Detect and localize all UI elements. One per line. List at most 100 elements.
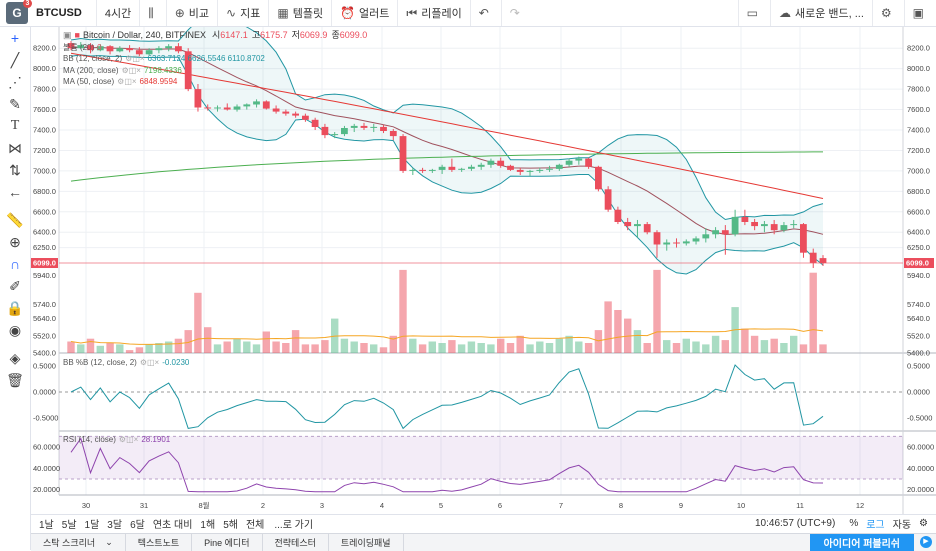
prediction-icon[interactable]: ⇅ <box>9 161 21 178</box>
text-icon[interactable]: T <box>10 118 20 133</box>
range-6m[interactable]: 6달 <box>130 520 145 531</box>
trash-icon[interactable]: 🗑 <box>6 371 24 388</box>
range-1m[interactable]: 1달 <box>84 520 100 531</box>
templates-button[interactable]: ▦ 템플릿 <box>269 0 333 26</box>
price-chart[interactable]: 8200.08200.08000.08000.07800.07800.07600… <box>31 15 936 515</box>
fullscreen-button[interactable]: ▭ <box>737 0 771 26</box>
ma50-legend[interactable]: MA (50, close) <box>63 77 115 86</box>
magnet-icon[interactable]: ∩ <box>9 256 21 272</box>
volume-bars <box>67 269 827 353</box>
price-axis-left-label: 7000.0 <box>33 166 56 175</box>
volume-bar <box>653 269 661 353</box>
bbb-line <box>70 364 824 430</box>
layers-icon[interactable]: ◈ <box>9 349 21 366</box>
volume-bar <box>389 335 397 353</box>
settings-button[interactable]: ⚙ <box>873 0 905 26</box>
candle-body <box>526 170 534 172</box>
rsi-axis-left-label: 40.0000 <box>33 464 60 473</box>
zoom-in-icon[interactable]: ⊕ <box>9 233 21 250</box>
go-to-date[interactable]: ...로 가기 <box>274 520 314 531</box>
close-label: 종 <box>331 30 340 40</box>
rsi-legend-label[interactable]: RSI (14, close) <box>63 435 116 444</box>
candle-body <box>311 119 319 127</box>
compare-button[interactable]: ⊕ 비교 <box>167 0 219 26</box>
gear-icon: ⚙ <box>880 6 892 20</box>
settings-icon[interactable]: ⚙ <box>919 518 928 529</box>
pattern-icon[interactable]: ⋈ <box>8 139 22 156</box>
candle-body <box>682 241 690 244</box>
replay-button[interactable]: ⏮ 리플레이 <box>398 0 471 26</box>
trend-line-icon[interactable]: ╱ <box>10 51 20 68</box>
symbol-search[interactable]: BTCUSD <box>28 0 97 26</box>
volume-bar <box>594 330 603 353</box>
indicators-button[interactable]: ∿ 지표 <box>218 0 270 26</box>
auto-toggle[interactable]: 자동 <box>892 520 912 531</box>
candle-body <box>800 224 807 253</box>
alerts-button[interactable]: ⏰ 얼러트 <box>332 0 399 26</box>
settings-mini-icon[interactable]: ⚙◫× <box>125 54 145 63</box>
undo-button[interactable]: ↶ <box>471 0 502 26</box>
tab-strategy-tester[interactable]: 전략테스터 <box>263 534 329 551</box>
chart-area[interactable]: 8200.0 8200.0 8000.0 8000.0 7800.0 7800.0 7600… <box>31 15 936 515</box>
volume-bar <box>184 330 192 353</box>
volume-bar <box>721 340 729 353</box>
interval-selector[interactable]: 4시간 <box>97 0 141 26</box>
bbb-axis-left-label: -0.5000 <box>33 414 58 423</box>
ma200-settings-icon[interactable]: ⚙◫× <box>121 65 141 75</box>
play-icon[interactable]: ▶ <box>920 536 932 548</box>
ma200-legend[interactable]: MA (200, close) <box>63 65 119 75</box>
range-5y[interactable]: 5해 <box>223 520 238 531</box>
candle-body <box>126 48 133 51</box>
volume-bar <box>711 335 720 353</box>
candle-body <box>448 166 456 170</box>
time-axis-label: 8 <box>619 501 623 510</box>
time-axis-label: 11 <box>796 501 804 510</box>
tab-pine-editor[interactable]: Pine 에디터 <box>192 534 263 551</box>
range-5d[interactable]: 5날 <box>61 520 77 531</box>
range-1d[interactable]: 1날 <box>39 520 54 531</box>
collapse-icon[interactable]: ▣ <box>63 30 72 40</box>
crosshair-icon[interactable]: + <box>10 30 20 46</box>
price-axis-left-label: 8000.0 <box>33 64 56 73</box>
volume-legend[interactable]: 볼륨 (20) <box>63 42 95 52</box>
lock-drawing-icon[interactable]: ✐ <box>9 277 21 294</box>
volume-bar <box>487 344 495 353</box>
bb-legend[interactable]: BB (12, close, 2) <box>63 54 123 63</box>
range-all[interactable]: 전체 <box>245 520 265 531</box>
snapshot-button[interactable]: ▣ <box>905 0 936 26</box>
candle-body <box>350 125 358 128</box>
ruler-icon[interactable]: 📏 <box>6 211 24 228</box>
back-arrow-icon[interactable]: ← <box>8 184 22 200</box>
bbb-legend-label[interactable]: BB %B (12, close, 2) <box>63 358 137 367</box>
pitchfork-icon[interactable]: ⋰ <box>8 73 22 90</box>
candle-body <box>770 224 778 231</box>
volume-bar <box>125 350 134 353</box>
range-1y[interactable]: 1해 <box>200 520 216 531</box>
range-3m[interactable]: 3달 <box>107 520 123 531</box>
volume-bar <box>741 328 749 353</box>
candle-body <box>184 51 192 90</box>
candles <box>59 41 903 269</box>
lock-icon[interactable]: 🔒 <box>6 299 24 316</box>
volume-axis-label: 5520.0 <box>907 331 930 340</box>
ma50-settings-icon[interactable]: ⚙◫× <box>117 77 137 86</box>
bb-legend-values: 6363.7124 6626.5546 6110.8702 <box>147 54 265 63</box>
tab-text-notes[interactable]: 텍스트노트 <box>126 534 193 551</box>
publish-idea-button[interactable]: 아이디어 퍼블리쉬 <box>809 534 914 551</box>
rsi-settings-icon[interactable]: ⚙◫× <box>118 435 139 444</box>
bbb-settings-icon[interactable]: ⚙◫× <box>139 358 160 367</box>
candle-body <box>302 115 309 120</box>
chart-style-button[interactable]: ⫼ <box>140 0 167 26</box>
tab-stock-screener[interactable]: 스탁 스크리너 ⌄ <box>31 534 126 551</box>
range-ytd[interactable]: 연초 대비 <box>152 520 193 531</box>
layout-selector[interactable]: ☁ 새로운 밴드, ... <box>771 0 873 26</box>
percent-toggle[interactable]: % <box>849 518 859 529</box>
brush-icon[interactable]: ✎ <box>9 95 21 112</box>
clock[interactable]: 10:46:57 (UTC+9) <box>754 518 836 529</box>
tab-trading-panel[interactable]: 트레이딩패널 <box>329 534 404 551</box>
log-toggle[interactable]: 로그 <box>866 520 885 531</box>
eye-icon[interactable]: ◉ <box>8 321 22 338</box>
redo-button[interactable]: ↷ <box>502 0 532 26</box>
